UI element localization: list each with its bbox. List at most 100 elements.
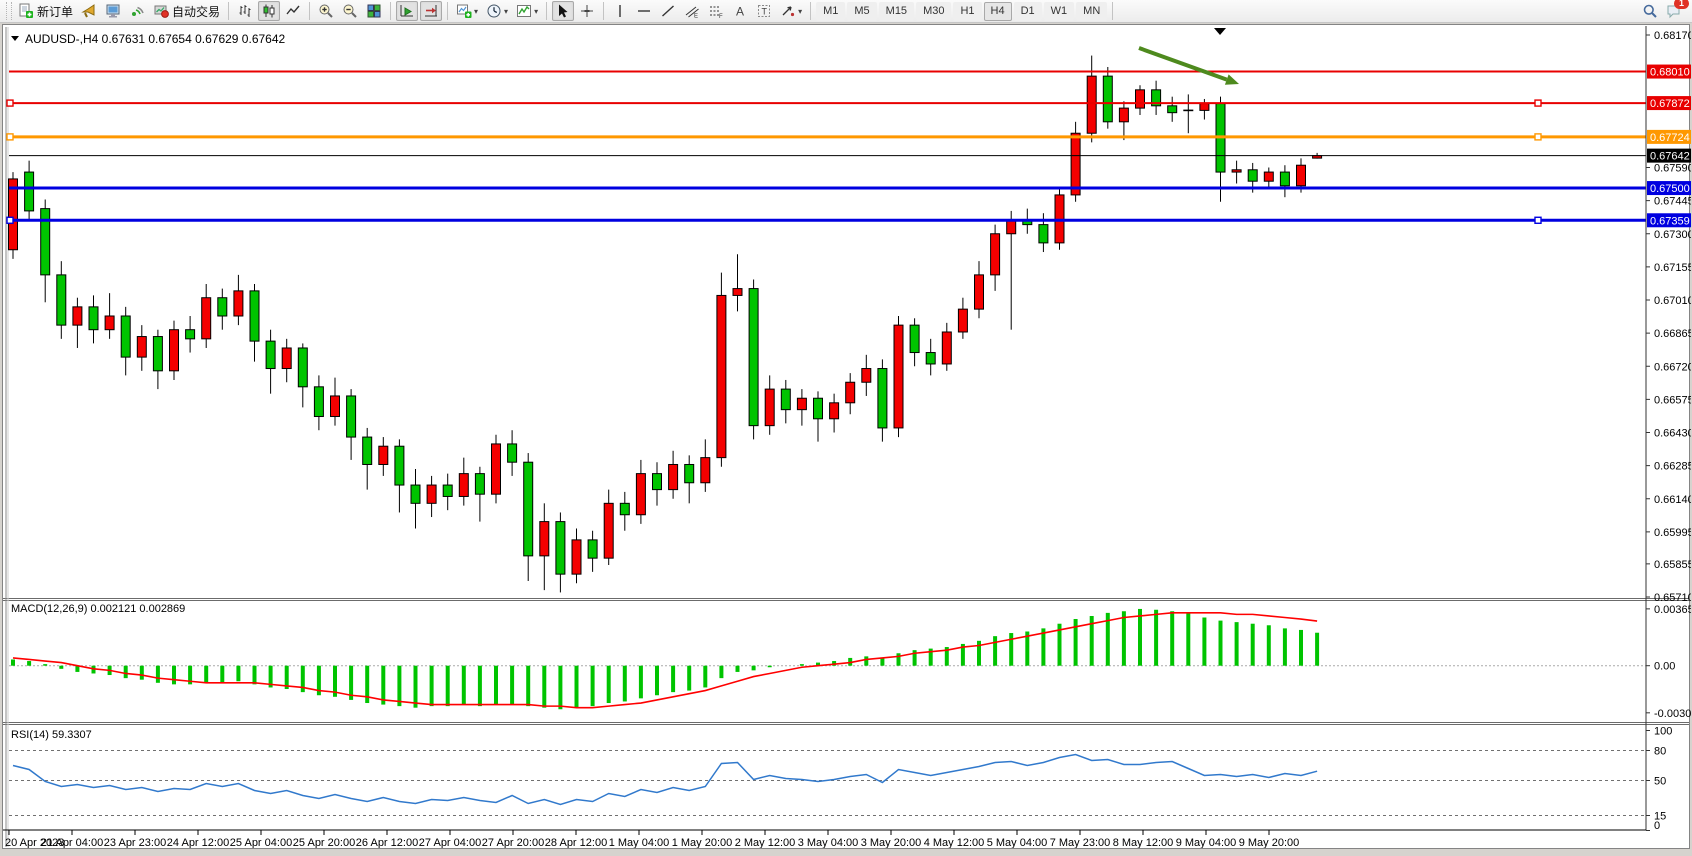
svg-text:15: 15: [1654, 811, 1666, 823]
timeframe-button-W1[interactable]: W1: [1043, 1, 1075, 21]
macd-label: MACD(12,26,9) 0.002121 0.002869: [11, 603, 185, 615]
monitor-icon: [105, 3, 121, 19]
svg-text:25 Apr 20:00: 25 Apr 20:00: [293, 837, 355, 848]
timeframe-button-D1[interactable]: D1: [1013, 1, 1042, 21]
svg-text:0.65855: 0.65855: [1654, 559, 1691, 571]
timeframe-button-H1[interactable]: H1: [953, 1, 982, 21]
robot-icon: [153, 3, 169, 19]
search-button[interactable]: [1639, 1, 1661, 21]
timeframe-button-M1[interactable]: M1: [816, 1, 846, 21]
timeframe-button-M30[interactable]: M30: [916, 1, 952, 21]
chart-shift-button[interactable]: [420, 1, 443, 21]
svg-text:0.66285: 0.66285: [1654, 461, 1691, 473]
price-lines-layer[interactable]: [6, 70, 1646, 224]
chart-plus-icon: [456, 3, 472, 19]
profiles-button[interactable]: ▾: [483, 1, 511, 21]
chart-shift-marker: [1214, 28, 1226, 35]
linechart-icon: [285, 3, 301, 19]
search-icon: [1642, 3, 1658, 19]
vertical-line-button[interactable]: [609, 1, 631, 21]
indicator-icon: [516, 3, 532, 19]
hline-icon: [636, 3, 652, 19]
text-button[interactable]: A: [729, 1, 751, 21]
chart-candles-button[interactable]: [258, 1, 281, 21]
svg-text:0.68170: 0.68170: [1654, 30, 1691, 42]
toolbar-separator: [390, 2, 392, 20]
fibonacci-button[interactable]: F: [705, 1, 727, 21]
chevron-down-icon: ▾: [474, 6, 479, 16]
toolbar: 新订单 自动交易 ▾ ▾ ▾ E F A T ▾ M1 M5 M15 M30 H1 H4 D1 W1 MN 1: [0, 0, 1692, 23]
chart-title-text: AUDUSD-,H4 0.67631 0.67654 0.67629 0.676…: [25, 32, 286, 46]
svg-text:80: 80: [1654, 746, 1666, 758]
tile-windows-button[interactable]: [363, 1, 385, 21]
annotations-layer[interactable]: [1138, 28, 1239, 85]
svg-text:25 Apr 04:00: 25 Apr 04:00: [230, 837, 292, 848]
chart-canvas[interactable]: 0.68170 0.67590 0.67445 0.67300 0.67155 0.670…: [3, 25, 1691, 848]
svg-text:E: E: [694, 14, 698, 20]
svg-text:0.003655: 0.003655: [1654, 604, 1691, 616]
zoom-out-button[interactable]: [339, 1, 361, 21]
arrow-tool-icon: [780, 3, 796, 19]
autoscroll-icon: [399, 3, 415, 19]
equidistant-channel-button[interactable]: E: [681, 1, 703, 21]
notification-badge: 1: [1674, 0, 1689, 9]
chart-title[interactable]: AUDUSD-,H4 0.67631 0.67654 0.67629 0.676…: [11, 32, 286, 46]
svg-text:27 Apr 20:00: 27 Apr 20:00: [482, 837, 544, 848]
toolbar-separator: [228, 2, 230, 20]
crosshair-button[interactable]: [576, 1, 598, 21]
svg-text:24 Apr 12:00: 24 Apr 12:00: [167, 837, 229, 848]
wifi-icon: [129, 3, 145, 19]
timeframe-button-MN[interactable]: MN: [1076, 1, 1108, 21]
svg-text:20 Apr 2023: 20 Apr 2023: [5, 837, 64, 848]
horn-button[interactable]: [78, 1, 100, 21]
zoom-in-button[interactable]: [315, 1, 337, 21]
svg-text:0.67155: 0.67155: [1654, 262, 1691, 274]
trendline-button[interactable]: [657, 1, 679, 21]
auto-trading-button[interactable]: 自动交易: [150, 1, 223, 21]
textT-icon: T: [756, 3, 772, 19]
svg-text:0.67724: 0.67724: [1650, 132, 1690, 144]
svg-text:0.67642: 0.67642: [1650, 151, 1690, 163]
timeframe-button-M5[interactable]: M5: [847, 1, 877, 21]
svg-text:0.67872: 0.67872: [1650, 98, 1690, 110]
trend-arrow: [1138, 46, 1228, 82]
signals-button[interactable]: [126, 1, 148, 21]
toolbar-separator: [1112, 2, 1114, 20]
svg-text:0.65710: 0.65710: [1654, 592, 1691, 604]
horizontal-line-button[interactable]: [633, 1, 655, 21]
candles-icon: [261, 3, 277, 19]
channel-icon: E: [684, 3, 700, 19]
panel-separators[interactable]: [3, 598, 1689, 725]
arrows-button[interactable]: ▾: [777, 1, 805, 21]
rsi-line: [12, 753, 1318, 806]
price-axis[interactable]: 0.68170 0.67590 0.67445 0.67300 0.67155 0.670…: [1645, 26, 1691, 830]
timeframe-button-H4[interactable]: H4: [983, 1, 1012, 21]
indicators-list-button[interactable]: ▾: [513, 1, 541, 21]
macd-panel: 0.003655 0.00 -0.00303 MACD(12,26,9) 0.0021…: [9, 601, 1691, 723]
auto-scroll-button[interactable]: [396, 1, 419, 21]
svg-text:1 May 04:00: 1 May 04:00: [609, 837, 670, 848]
new-order-button[interactable]: 新订单: [15, 1, 76, 21]
svg-text:2 May 12:00: 2 May 12:00: [735, 837, 796, 848]
chat-button[interactable]: 1: [1663, 0, 1689, 21]
cursor-button[interactable]: [552, 1, 575, 21]
terminal-button[interactable]: [102, 1, 124, 21]
new-chart-button[interactable]: ▾: [453, 1, 481, 21]
auto-trading-label: 自动交易: [172, 4, 221, 19]
timeframe-button-M15[interactable]: M15: [878, 1, 915, 21]
svg-text:-0.00303: -0.00303: [1654, 708, 1691, 720]
text-label-button[interactable]: T: [753, 1, 775, 21]
chart-window[interactable]: 0.68170 0.67590 0.67445 0.67300 0.67155 0.670…: [2, 24, 1691, 849]
vline-icon: [612, 3, 628, 19]
svg-text:T: T: [762, 7, 768, 17]
chart-line-button[interactable]: [282, 1, 304, 21]
bars-icon: [237, 3, 253, 19]
chevron-down-icon: ▾: [534, 6, 539, 16]
rsi-panel: 100 80 50 150 RSI(14) 59.3307: [9, 725, 1672, 832]
doc-plus-icon: [18, 3, 34, 19]
svg-text:9 May 04:00: 9 May 04:00: [1176, 837, 1237, 848]
svg-text:0.67500: 0.67500: [1650, 183, 1690, 195]
toolbar-separator: [309, 2, 311, 20]
chart-bars-button[interactable]: [234, 1, 256, 21]
